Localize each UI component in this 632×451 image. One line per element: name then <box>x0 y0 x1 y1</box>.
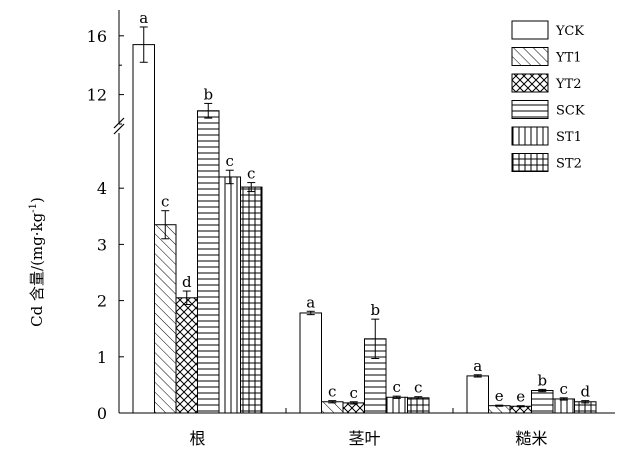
bar-ST2 <box>240 186 263 414</box>
significance-label: e <box>495 387 504 405</box>
significance-label: c <box>350 384 358 402</box>
bar-SCK <box>197 110 220 414</box>
significance-label: c <box>393 378 401 396</box>
axis-break-mark <box>113 117 125 129</box>
significance-label: a <box>306 293 315 311</box>
legend-label: SCK <box>556 104 585 119</box>
legend-swatch-YT1 <box>511 47 549 66</box>
bar-YT1 <box>488 405 511 414</box>
legend-swatch-YCK <box>511 20 549 40</box>
bar-YCK <box>299 312 322 414</box>
axis-break-mark <box>113 123 125 135</box>
bar-YCK <box>466 375 489 414</box>
significance-label: a <box>473 357 482 375</box>
legend-swatch-ST2 <box>511 153 549 172</box>
significance-label: e <box>516 388 525 406</box>
significance-label: c <box>226 152 234 170</box>
bar-YT1 <box>321 401 344 414</box>
significance-label: b <box>203 85 213 103</box>
y-tick-label: 0 <box>97 404 107 423</box>
bar-ST2 <box>407 397 430 414</box>
legend-swatch-SCK <box>511 100 549 119</box>
legend-swatch-YT2 <box>511 73 549 93</box>
significance-label: b <box>537 371 547 389</box>
y-tick-label: 12 <box>87 86 107 105</box>
y-tick-label: 1 <box>97 348 107 367</box>
y-tick-label: 2 <box>97 292 107 311</box>
legend-swatch-ST1 <box>511 126 549 146</box>
y-axis-title-sup: -1 <box>28 203 39 213</box>
legend-label: YCK <box>555 24 584 39</box>
bar-YT1 <box>154 224 177 414</box>
bar-SCK <box>531 390 554 414</box>
significance-label: c <box>328 383 336 401</box>
significance-label: b <box>370 301 380 319</box>
x-category-label: 茎叶 <box>348 429 380 448</box>
x-category-label: 糙米 <box>515 429 547 448</box>
y-tick-label: 3 <box>97 235 107 254</box>
significance-label: c <box>414 379 422 397</box>
significance-label: c <box>560 380 568 398</box>
bar-ST1 <box>218 176 241 414</box>
legend-label: YT1 <box>555 51 582 66</box>
significance-label: c <box>247 165 255 183</box>
legend-label: ST2 <box>556 157 582 172</box>
bar-YT2 <box>175 297 198 414</box>
bar-ST1 <box>385 396 408 414</box>
x-category-label: 根 <box>189 429 205 448</box>
significance-label: c <box>161 193 169 211</box>
bar-ST2 <box>574 401 597 414</box>
significance-label: d <box>182 273 192 291</box>
y-tick-label: 4 <box>97 179 107 198</box>
legend-label: YT2 <box>555 77 582 92</box>
y-axis-title-main: Cd 含量/(mg·kg <box>28 212 46 326</box>
y-axis-title-close: ) <box>28 197 46 203</box>
significance-label: a <box>139 9 148 27</box>
y-axis-title: Cd 含量/(mg·kg-1) <box>28 197 46 327</box>
y-tick-label: 16 <box>87 27 107 46</box>
bar-YCK <box>132 44 155 414</box>
significance-label: d <box>580 383 590 401</box>
legend-label: ST1 <box>556 130 582 145</box>
bar-ST1 <box>552 398 575 414</box>
